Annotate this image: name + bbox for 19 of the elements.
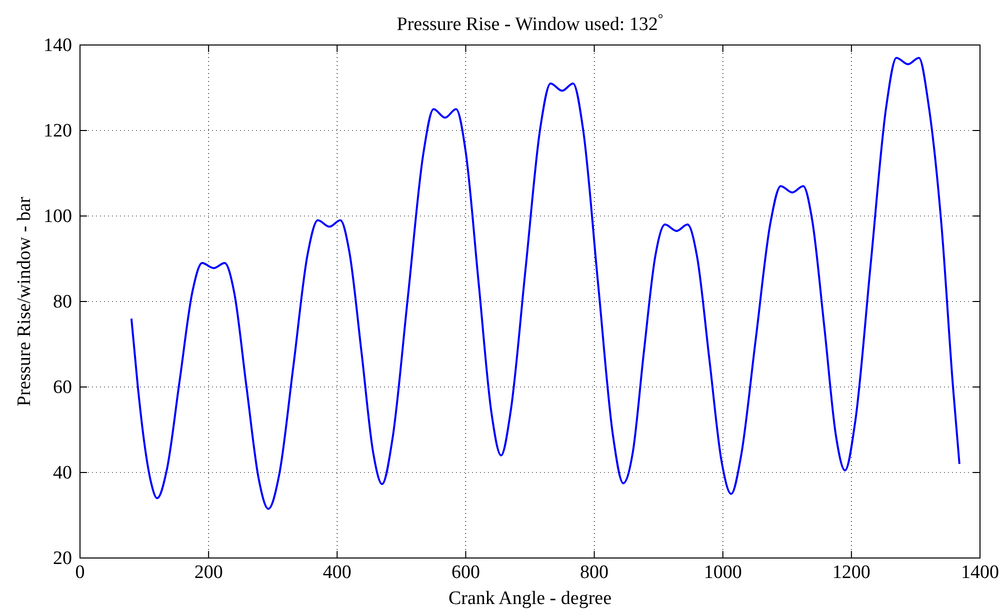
x-tick-label: 200 <box>194 562 223 583</box>
x-tick-label: 600 <box>451 562 480 583</box>
y-tick-label: 120 <box>44 120 72 142</box>
y-tick-label: 140 <box>44 35 72 56</box>
y-tick-label: 60 <box>53 377 72 398</box>
x-tick-label: 1200 <box>832 562 870 583</box>
chart-title: Pressure Rise - Window used: 132$^{°}$ <box>396 10 664 35</box>
y-tick-label: 40 <box>53 462 72 484</box>
y-tick-label: 20 <box>53 548 72 569</box>
x-tick-label: 0 <box>75 562 85 583</box>
y-tick-label: 100 <box>44 206 72 227</box>
x-axis-title: Crank Angle - degree <box>448 588 612 609</box>
y-tick-label: 80 <box>53 292 72 312</box>
x-tick-label: 800 <box>580 562 609 583</box>
y-axis-title: Pressure Rise/window - bar <box>14 196 35 406</box>
x-tick-label: 1400 <box>961 562 999 583</box>
x-tick-label: 400 <box>322 562 352 583</box>
line-series <box>130 56 960 510</box>
x-tick-label: 1000 <box>704 562 742 583</box>
